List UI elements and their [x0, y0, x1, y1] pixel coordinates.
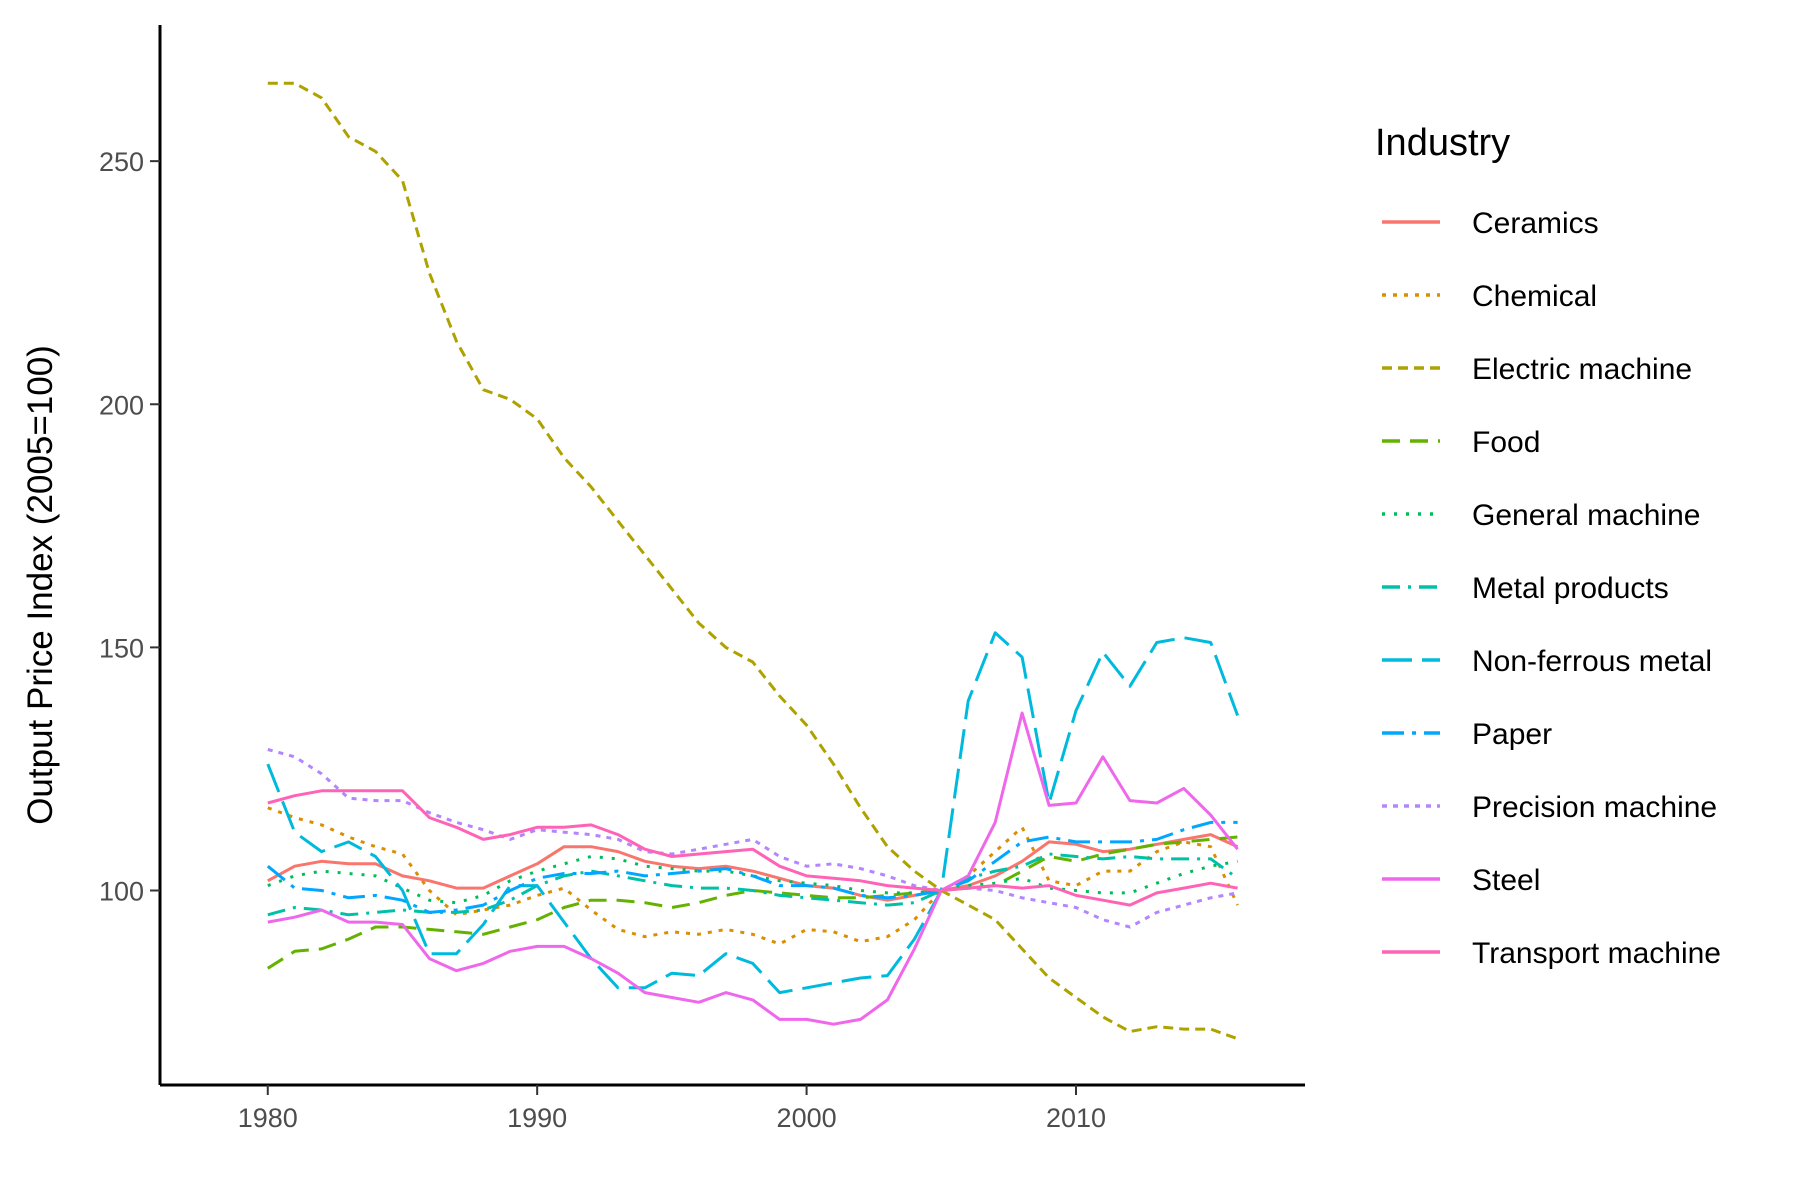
y-axis-title: Output Price Index (2005=100) — [21, 345, 60, 825]
series-line-precision-machine — [267, 748, 1238, 929]
legend: Industry Ceramics Chemical Electric machin… — [1375, 122, 1721, 970]
legend-label: Chemical — [1472, 280, 1597, 313]
legend-item: Ceramics — [1382, 207, 1599, 240]
legend-item: Transport machine — [1382, 937, 1721, 970]
y-tick-label: 200 — [99, 390, 144, 420]
legend-label: Paper — [1472, 718, 1552, 751]
x-tick-label: 2010 — [1046, 1103, 1106, 1133]
series-line-non-ferrous-metal — [266, 631, 1240, 995]
y-tick-label: 150 — [99, 633, 144, 663]
legend-label: Transport machine — [1472, 937, 1721, 970]
series-line-transport-machine — [267, 789, 1238, 907]
legend-item: Paper — [1382, 718, 1552, 751]
series-line-food — [266, 835, 1238, 970]
series-line-chemical — [267, 806, 1239, 946]
series-line-paper — [266, 820, 1238, 914]
x-tick-label: 1990 — [507, 1103, 567, 1133]
legend-label: Steel — [1472, 864, 1540, 897]
x-tick-label: 2000 — [777, 1103, 837, 1133]
legend-label: General machine — [1472, 499, 1700, 532]
y-tick-label: 250 — [99, 147, 144, 177]
legend-item: Precision machine — [1382, 791, 1717, 824]
series-line-ceramics — [267, 833, 1239, 902]
series-line-general-machine — [267, 855, 1238, 905]
legend-item: General machine — [1382, 499, 1700, 532]
legend-label: Precision machine — [1472, 791, 1717, 824]
y-tick-label: 100 — [99, 877, 144, 907]
legend-label: Electric machine — [1472, 353, 1692, 386]
x-axis: 1980 1990 2000 2010 — [238, 1085, 1106, 1133]
legend-label: Food — [1472, 426, 1540, 459]
series-line-steel — [267, 711, 1239, 1026]
legend-item: Food — [1382, 426, 1540, 459]
legend-title: Industry — [1375, 122, 1510, 164]
legend-label: Non-ferrous metal — [1472, 645, 1712, 678]
legend-item: Chemical — [1382, 280, 1597, 313]
legend-item: Metal products — [1382, 572, 1669, 605]
series-line-electric-machine — [267, 81, 1239, 1041]
series-lines — [266, 81, 1240, 1041]
legend-item: Non-ferrous metal — [1382, 645, 1712, 678]
x-tick-label: 1980 — [238, 1103, 298, 1133]
legend-item: Electric machine — [1382, 353, 1692, 386]
legend-item: Steel — [1382, 864, 1540, 897]
legend-label: Metal products — [1472, 572, 1669, 605]
legend-label: Ceramics — [1472, 207, 1599, 240]
y-axis: 100 150 200 250 — [99, 147, 160, 907]
